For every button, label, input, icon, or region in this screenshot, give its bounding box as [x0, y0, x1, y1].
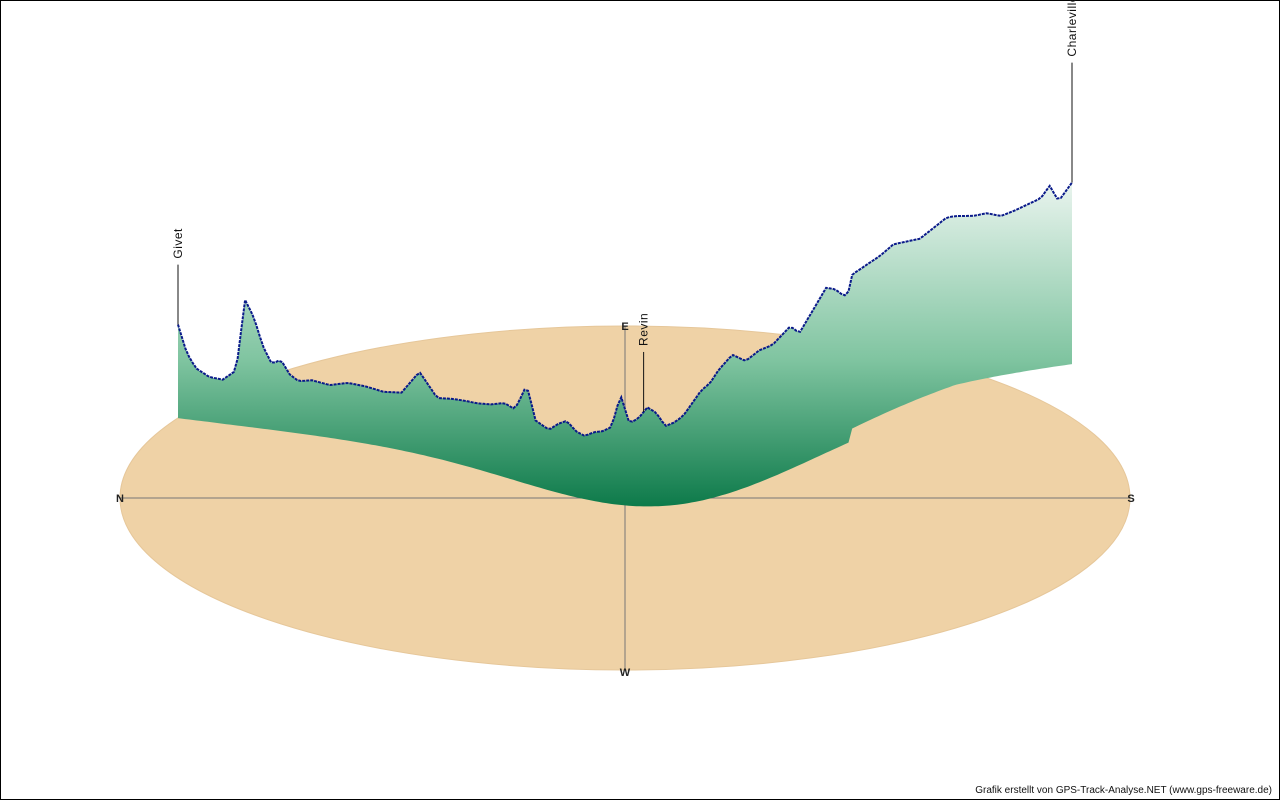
compass-east-label: E — [621, 321, 628, 333]
elevation-line — [177, 182, 1073, 437]
compass-south-label: S — [1127, 493, 1134, 505]
waypoint-label: Charleville-Mézières — [1065, 0, 1079, 57]
compass-west-label: W — [620, 667, 631, 679]
waypoint-label: Revin — [637, 313, 651, 346]
waypoint-markers: Givet Revin Charleville-Mézières — [171, 0, 1079, 412]
elevation-track-line — [177, 182, 1073, 437]
compass-north-label: N — [116, 493, 124, 505]
credit-text: Grafik erstellt von GPS-Track-Analyse.NE… — [975, 785, 1272, 796]
elevation-walls — [178, 182, 1072, 507]
elevation-wall-area — [178, 182, 1072, 507]
waypoint-label: Givet — [171, 228, 185, 259]
